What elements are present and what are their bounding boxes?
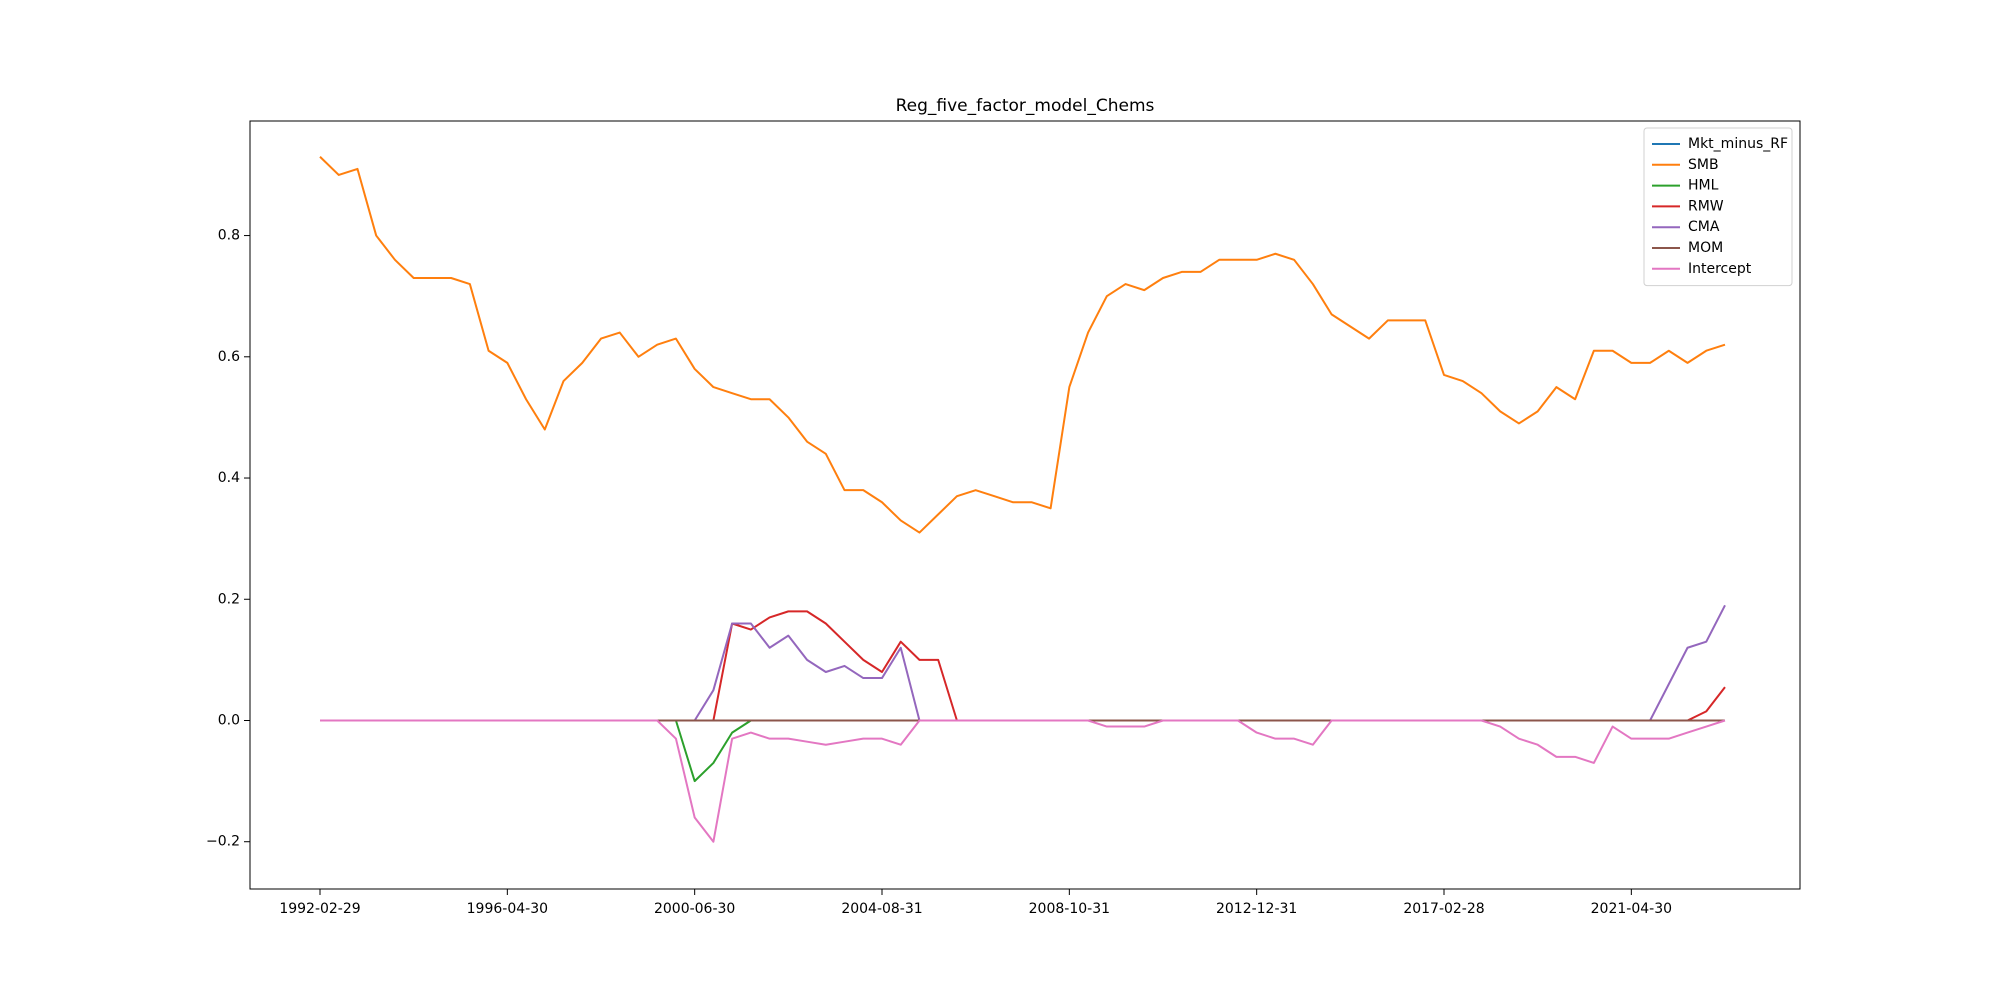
legend-label: SMB <box>1688 157 1719 173</box>
legend-label: Intercept <box>1688 261 1752 277</box>
legend-label: MOM <box>1688 240 1723 256</box>
y-tick-label: 0.0 <box>218 712 240 728</box>
series-line <box>320 719 1726 843</box>
y-tick-label: 0.4 <box>218 470 240 486</box>
x-tick-label: 2004-08-31 <box>841 901 922 917</box>
x-tick-label: 2000-06-30 <box>654 901 735 917</box>
series-line <box>319 156 1726 534</box>
x-tick-label: 2017-02-28 <box>1403 901 1484 917</box>
x-tick-label: 1996-04-30 <box>467 901 548 917</box>
series-line <box>320 610 1726 722</box>
series-line <box>320 719 1725 783</box>
chart-title: Reg_five_factor_model_Chems <box>896 96 1155 116</box>
x-tick-label: 2021-04-30 <box>1591 901 1672 917</box>
y-tick-label: 0.6 <box>218 349 240 365</box>
y-tick-label: 0.8 <box>218 228 240 244</box>
legend-label: Mkt_minus_RF <box>1688 136 1788 152</box>
legend-box <box>1643 127 1793 287</box>
x-tick-label: 2012-12-31 <box>1216 901 1297 917</box>
legend-label: HML <box>1688 178 1719 194</box>
legend-label: CMA <box>1688 219 1720 235</box>
x-tick-label: 2008-10-31 <box>1029 901 1110 917</box>
series-line <box>320 604 1726 722</box>
y-tick-label: 0.2 <box>218 591 240 607</box>
y-tick-label: −0.2 <box>206 834 240 850</box>
x-tick-label: 1992-02-29 <box>279 901 360 917</box>
legend-label: RMW <box>1688 198 1724 214</box>
plot-frame <box>249 120 1801 890</box>
